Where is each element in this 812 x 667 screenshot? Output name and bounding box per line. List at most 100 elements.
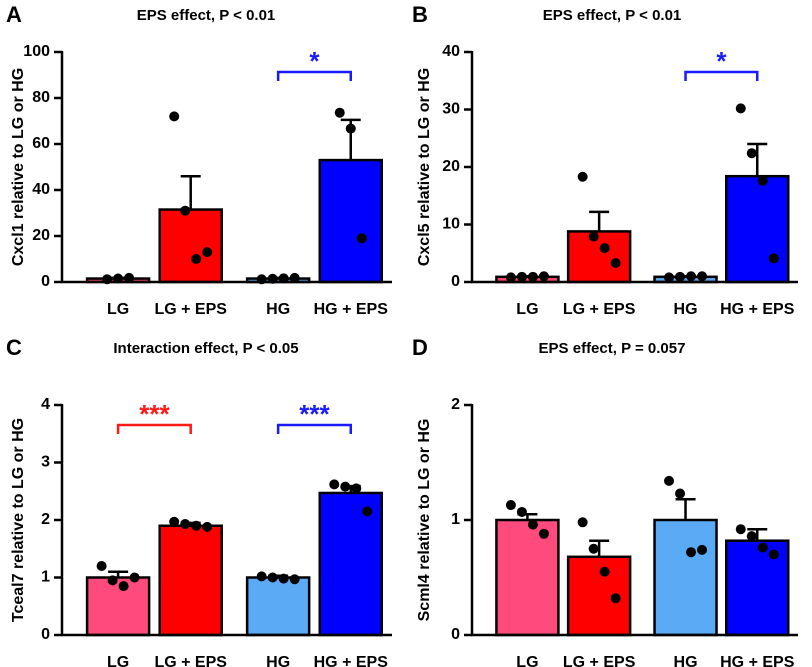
significance-marker: * — [309, 46, 320, 76]
data-point — [538, 528, 549, 539]
panel-title: EPS effect, P = 0.057 — [539, 340, 686, 357]
bar — [566, 555, 632, 637]
significance-bracket — [276, 423, 352, 434]
significance-bracket — [116, 423, 192, 434]
data-point — [577, 517, 588, 528]
y-tick-label: 0 — [451, 626, 460, 643]
data-point — [664, 475, 675, 486]
bar — [653, 518, 718, 637]
data-point — [180, 205, 191, 216]
x-tick-label: LG — [107, 654, 129, 667]
y-axis-label: Cxcl5 relative to LG or HG — [416, 68, 433, 266]
significance-marker: *** — [299, 399, 330, 429]
data-point — [289, 272, 300, 283]
panel-title: Interaction effect, P < 0.05 — [113, 340, 298, 357]
data-point — [329, 479, 340, 490]
x-tick-label: LG + EPS — [563, 301, 636, 318]
data-point — [686, 271, 697, 282]
panel-title: EPS effect, P < 0.01 — [543, 7, 682, 24]
data-point — [538, 271, 549, 282]
data-point — [505, 500, 516, 511]
data-point — [107, 575, 118, 586]
data-point — [768, 253, 779, 264]
y-axis-label: Scml4 relative to LG or HG — [416, 419, 433, 622]
x-tick-label: HG + EPS — [720, 654, 795, 667]
data-point — [96, 561, 107, 571]
data-point — [362, 506, 373, 517]
bar — [725, 174, 790, 284]
data-point — [180, 519, 191, 530]
panel: B EPS effect, P < 0.01 Cxcl5 relative to L… — [412, 2, 798, 318]
significance-bracket — [276, 70, 352, 81]
data-point — [345, 123, 356, 134]
x-tick-label: LG — [516, 654, 538, 667]
y-tick-label: 40 — [442, 43, 460, 60]
bar — [725, 539, 790, 637]
data-point — [735, 103, 746, 114]
data-point — [746, 531, 757, 542]
x-tick-label: HG + EPS — [314, 301, 389, 318]
panel-letter: A — [6, 2, 22, 27]
data-point — [334, 107, 345, 118]
data-point — [340, 481, 351, 492]
data-point — [118, 581, 129, 592]
significance-marker: *** — [139, 399, 170, 429]
data-point — [686, 547, 697, 558]
y-tick-label: 80 — [32, 89, 50, 106]
bar — [158, 524, 223, 637]
bar — [85, 576, 151, 637]
data-point — [768, 549, 779, 560]
y-tick-label: 60 — [32, 135, 50, 152]
data-point — [516, 271, 527, 282]
x-tick-label: LG + EPS — [154, 301, 227, 318]
data-point — [124, 272, 135, 283]
x-tick-label: LG + EPS — [154, 654, 227, 667]
data-point — [757, 542, 768, 553]
significance-bracket — [684, 70, 759, 81]
bar — [245, 576, 311, 637]
x-tick-label: HG + EPS — [314, 654, 389, 667]
data-point — [356, 233, 367, 244]
data-point — [746, 148, 757, 159]
y-tick-label: 4 — [41, 396, 50, 413]
x-tick-label: LG — [516, 301, 538, 318]
data-point — [675, 271, 686, 282]
bar — [158, 208, 223, 284]
panel: A EPS effect, P < 0.01 Cxcl1 relative to L… — [6, 2, 392, 318]
panel-letter: B — [412, 2, 428, 27]
data-point — [267, 572, 278, 583]
y-tick-label: 1 — [41, 569, 50, 586]
panel-letter: D — [412, 335, 428, 360]
x-tick-label: HG + EPS — [720, 301, 795, 318]
y-tick-label: 10 — [442, 216, 460, 233]
x-tick-label: HG — [674, 654, 698, 667]
y-tick-label: 20 — [442, 158, 460, 175]
data-point — [610, 258, 621, 269]
data-point — [191, 520, 202, 531]
x-tick-label: LG — [107, 301, 129, 318]
data-point — [599, 243, 610, 254]
bar — [495, 518, 560, 637]
data-point — [289, 574, 300, 585]
data-point — [256, 571, 267, 582]
y-tick-label: 2 — [41, 511, 50, 528]
data-point — [697, 544, 708, 555]
bar — [318, 158, 383, 284]
data-point — [169, 111, 180, 122]
data-point — [202, 521, 213, 532]
panel-letter: C — [6, 335, 22, 360]
y-tick-label: 0 — [41, 626, 50, 643]
data-point — [757, 175, 768, 186]
data-point — [527, 519, 538, 530]
data-point — [577, 171, 588, 182]
significance-marker: * — [716, 46, 727, 76]
x-tick-label: HG — [266, 654, 290, 667]
x-tick-label: HG — [674, 301, 698, 318]
data-point — [664, 272, 675, 283]
data-point — [675, 488, 686, 499]
y-axis-label: Cxcl1 relative to LG or HG — [10, 68, 27, 266]
data-point — [516, 506, 527, 517]
x-tick-label: LG + EPS — [563, 654, 636, 667]
data-point — [202, 247, 213, 258]
